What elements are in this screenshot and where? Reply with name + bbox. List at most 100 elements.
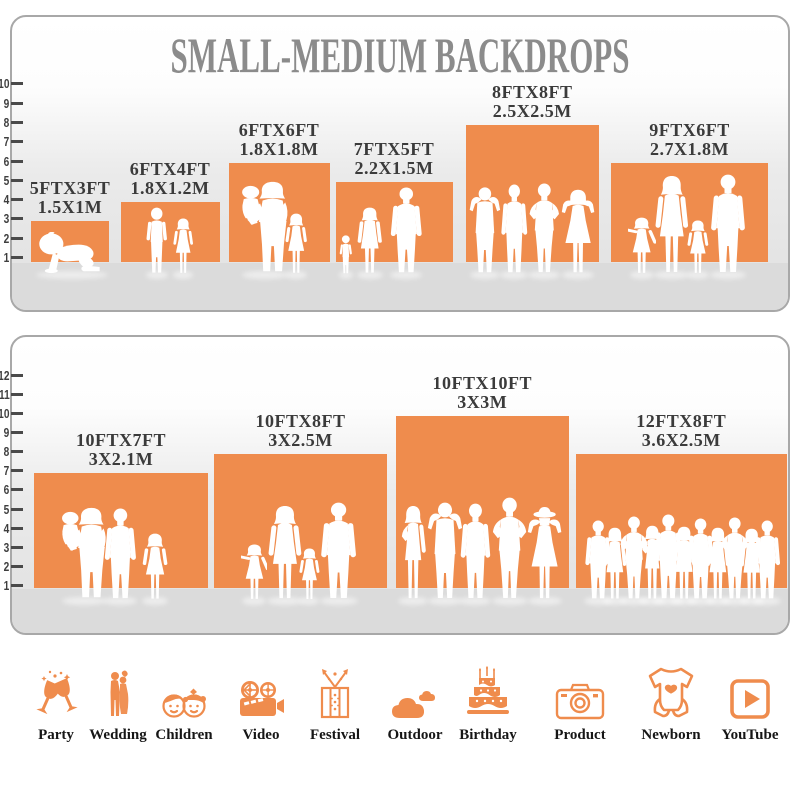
category-party: Party [1,660,111,744]
category-label: Newborn [641,727,701,743]
category-video: Video [206,660,316,744]
size-ft-line: 8FTX8FT [491,81,573,102]
bar-size-label: 8FTX8FT 2.5X2.5M [422,81,642,121]
children-icon [129,660,239,720]
people-silhouette [355,207,384,274]
people-silhouette [144,207,169,274]
size-m-line: 1.8X1.2M [130,177,210,198]
floor-reflection [492,597,528,605]
bar-size-label: 10FTX10FT 3X3M [372,372,592,412]
y-axis-tick-label: 6 [3,482,10,498]
floor-reflection [687,270,709,279]
floor-reflection [653,597,683,605]
people-silhouette [527,183,562,274]
y-axis-tick-label: 5 [3,172,10,188]
people-silhouette [338,234,354,274]
people-silhouette [490,497,529,600]
people-silhouette [458,503,493,600]
category-newborn: Newborn [616,660,726,744]
floor-reflection [639,597,665,605]
people-silhouette [686,220,710,274]
y-axis-tick-label: 10 [0,406,10,421]
floor-reflection [103,597,137,605]
floor-reflection [561,270,595,279]
size-ft-line: 10FTX8FT [255,410,346,431]
floor-reflection [500,270,528,279]
floor-reflection [602,597,628,605]
size-ft-line: 6FTX4FT [129,158,211,179]
wedding-icon [63,660,173,720]
size-ft-line: 6FTX6FT [238,120,320,141]
floor-reflection [242,270,288,279]
y-axis-tick-label: 7 [3,134,10,150]
floor-reflection [241,597,267,605]
size-m-line: 2.7X1.8M [650,139,729,160]
floor-reflection [298,597,320,605]
size-ft-line: 5FTX3FT [29,177,111,198]
people-silhouette [141,533,169,600]
floor-reflection [753,597,781,605]
floor-reflection [459,597,491,605]
size-m-line: 2.5X2.5M [492,100,572,121]
people-silhouette [397,505,429,600]
floor-reflection [35,270,109,279]
size-ft-line: 7FTX5FT [353,139,435,160]
panel-small-medium: 5FTX3FT 1.5X1M 6FTX4FT 1.8X1.2M 6FTX6FT 1.8X1… [10,15,790,312]
floor-reflection [739,597,765,605]
party-icon [1,660,111,720]
floor-reflection [338,270,353,279]
size-m-line: 3X2.1M [88,448,154,469]
category-birthday: Birthday [433,660,543,744]
youtube-icon [695,660,800,720]
bar-size-label: 10FTX8FT 3X2.5M [191,410,411,450]
floor-reflection [654,270,690,279]
y-axis-tick-label: 7 [3,463,10,479]
people-silhouette [752,520,782,600]
y-axis-tick-label: 5 [3,501,10,517]
floor-reflection [720,597,750,605]
size-ft-line: 10FTX10FT [432,372,532,393]
floor-reflection [145,270,169,279]
y-axis-tick-label: 11 [0,386,10,402]
panel-large: 10FTX7FT 3X2.1M 10FTX8FT 3X2.5M 10FTX10FT 3X3… [10,335,790,635]
category-outdoor: Outdoor [360,660,470,744]
floor-reflection [528,270,560,279]
category-youtube: YouTube [695,660,800,744]
y-axis-tick-label: 3 [3,539,10,555]
size-ft-line: 9FTX6FT [649,120,730,141]
floor-reflection [469,270,501,279]
product-icon [525,660,635,720]
y-axis-tick-label: 12 [0,367,10,383]
floor-reflection [671,597,697,605]
floor-reflection [389,270,423,279]
y-axis-tick-label: 4 [3,520,10,536]
bar-size-label: 6FTX6FT 1.8X1.8M [169,121,389,159]
category-festival: Festival [280,660,390,744]
y-axis-tick-label: 6 [3,153,10,169]
category-label: Birthday [459,727,517,743]
people-silhouette [499,184,530,274]
backdrop-size-bar [120,201,220,263]
floor-reflection [398,597,428,605]
y-axis-tick-label: 1 [3,577,10,593]
floor-reflection [427,597,463,605]
size-m-line: 1.5X1M [37,196,103,217]
people-silhouette [560,188,596,274]
category-wedding: Wedding [63,660,173,744]
bar-size-label: 5FTX3FT 1.5X1M [12,177,180,217]
floor-reflection [619,597,649,605]
category-label: Product [554,727,606,743]
category-product: Product [525,660,635,744]
floor-reflection [267,597,303,605]
y-axis-tick-label: 3 [3,211,10,227]
outdoor-icon [360,660,470,720]
y-axis-tick-label: 10 [0,76,10,92]
people-silhouette [32,231,113,274]
people-silhouette [172,218,194,274]
floor-strip [12,589,788,633]
category-label: Wedding [89,727,147,743]
y-axis-tick-label: 9 [3,95,10,111]
people-silhouette [526,507,563,600]
y-axis-tick-label: 1 [3,250,10,265]
